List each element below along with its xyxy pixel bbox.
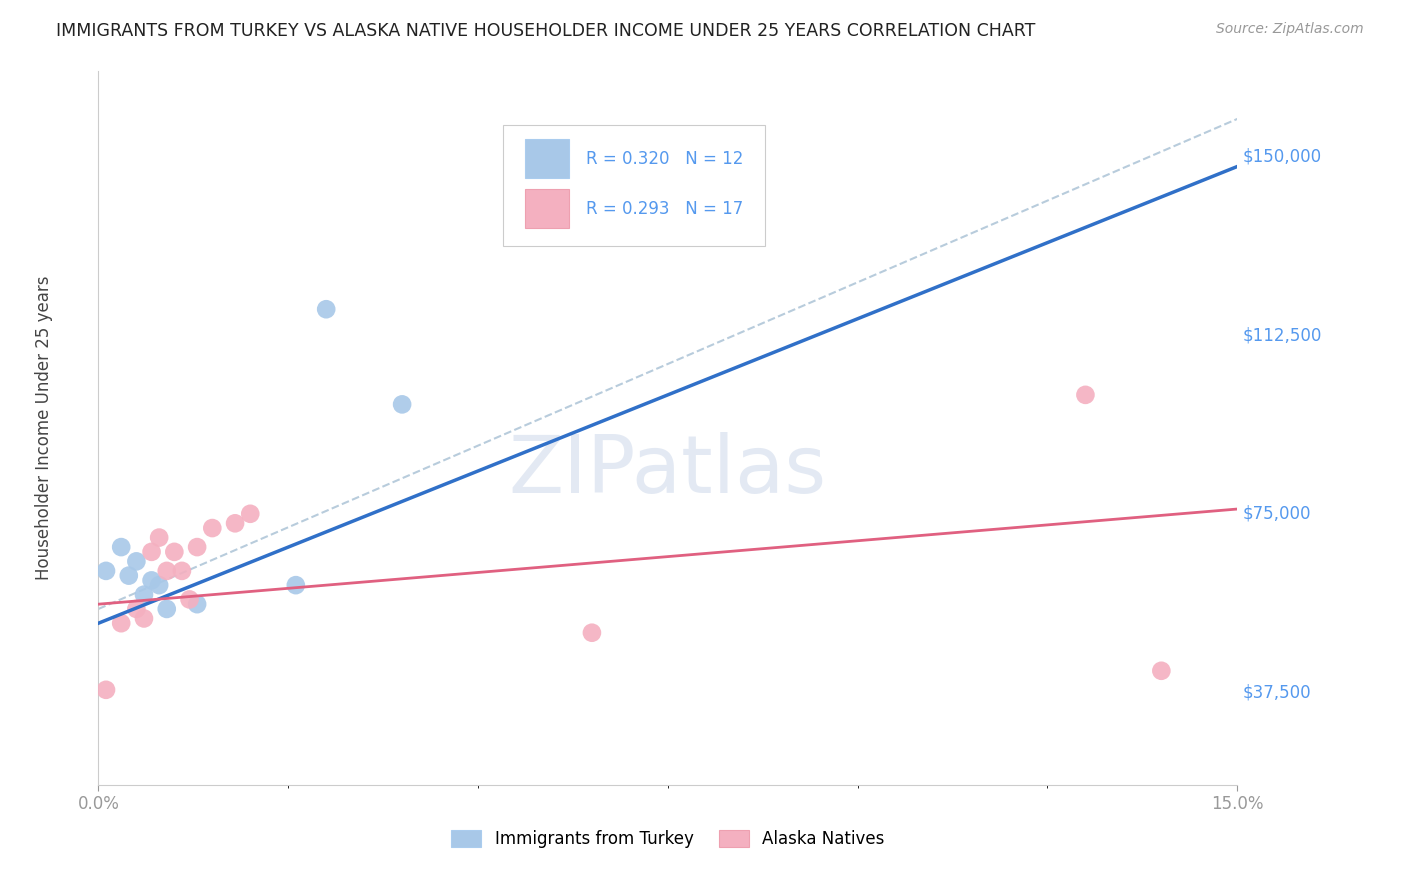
Point: [125, 554, 148, 568]
Point: [118, 568, 141, 582]
Point: [1150, 664, 1173, 678]
Text: $112,500: $112,500: [1243, 326, 1323, 344]
Text: R = 0.293   N = 17: R = 0.293 N = 17: [586, 200, 744, 218]
FancyBboxPatch shape: [526, 189, 569, 228]
Point: [94, 564, 117, 578]
Point: [156, 602, 179, 616]
Point: [132, 588, 155, 602]
FancyBboxPatch shape: [526, 139, 569, 178]
Text: $150,000: $150,000: [1243, 148, 1322, 166]
Point: [170, 564, 193, 578]
Point: [110, 540, 132, 554]
Point: [186, 597, 208, 611]
Point: [148, 578, 170, 592]
Text: IMMIGRANTS FROM TURKEY VS ALASKA NATIVE HOUSEHOLDER INCOME UNDER 25 YEARS CORREL: IMMIGRANTS FROM TURKEY VS ALASKA NATIVE …: [56, 22, 1036, 40]
Point: [148, 531, 170, 545]
Text: Source: ZipAtlas.com: Source: ZipAtlas.com: [1216, 22, 1364, 37]
FancyBboxPatch shape: [503, 125, 765, 246]
Text: $75,000: $75,000: [1243, 505, 1312, 523]
Text: Householder Income Under 25 years: Householder Income Under 25 years: [35, 276, 53, 581]
Text: $37,500: $37,500: [1243, 683, 1312, 701]
Point: [132, 611, 155, 625]
Point: [125, 602, 148, 616]
Point: [163, 545, 186, 559]
Point: [141, 545, 163, 559]
Point: [156, 564, 179, 578]
Point: [1074, 388, 1097, 402]
Legend: Immigrants from Turkey, Alaska Natives: Immigrants from Turkey, Alaska Natives: [444, 823, 891, 855]
Text: ZIPatlas: ZIPatlas: [509, 432, 827, 510]
Point: [110, 616, 132, 631]
Point: [141, 574, 163, 588]
Point: [201, 521, 224, 535]
Point: [284, 578, 307, 592]
Point: [179, 592, 201, 607]
Text: R = 0.320   N = 12: R = 0.320 N = 12: [586, 150, 744, 168]
Point: [391, 397, 413, 411]
Point: [581, 625, 603, 640]
Point: [224, 516, 246, 531]
Point: [94, 682, 117, 697]
Point: [186, 540, 208, 554]
Point: [239, 507, 262, 521]
Point: [315, 302, 337, 317]
